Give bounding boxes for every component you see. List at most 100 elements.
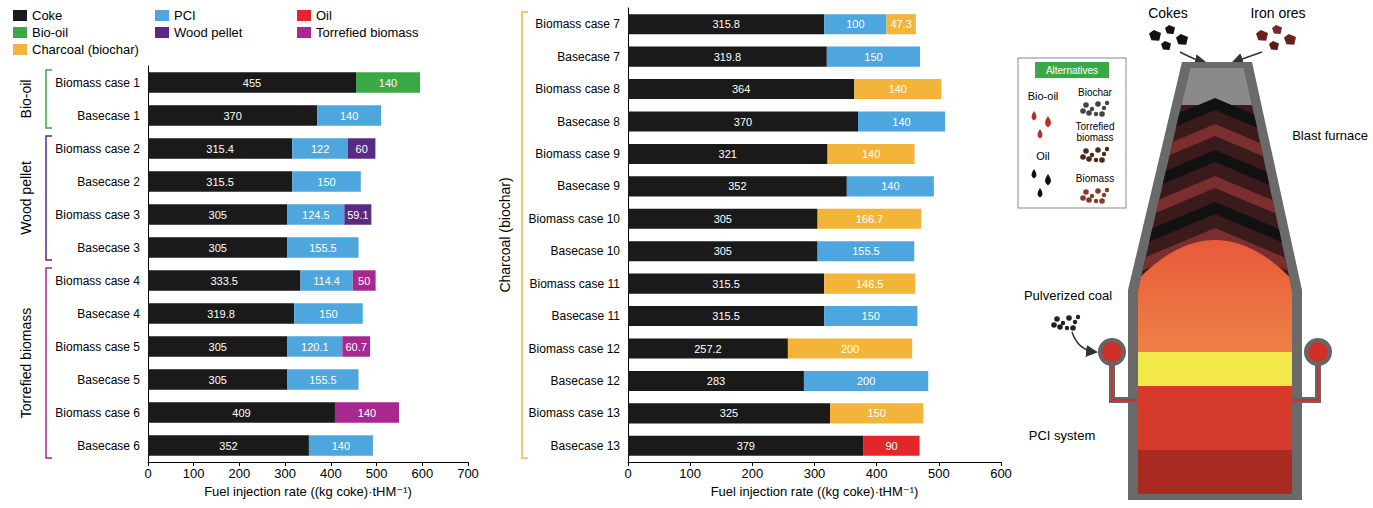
svg-text:Biomass case 11: Biomass case 11 — [530, 277, 621, 291]
svg-text:305: 305 — [209, 209, 227, 221]
svg-text:122: 122 — [311, 143, 329, 155]
svg-text:50: 50 — [358, 275, 370, 287]
svg-text:Basecase 10: Basecase 10 — [551, 244, 621, 258]
svg-text:120.1: 120.1 — [301, 341, 329, 353]
svg-text:Biomass case 9: Biomass case 9 — [535, 147, 620, 161]
svg-text:140: 140 — [892, 116, 910, 128]
svg-text:Fuel injection rate ((kg coke): Fuel injection rate ((kg coke)·tHM⁻¹) — [204, 484, 412, 499]
svg-text:Basecase 4: Basecase 4 — [77, 307, 140, 321]
svg-text:Basecase 5: Basecase 5 — [77, 373, 140, 387]
svg-text:319.8: 319.8 — [714, 51, 742, 63]
svg-text:370: 370 — [223, 110, 241, 122]
svg-text:Biomass: Biomass — [1076, 173, 1114, 184]
svg-text:Oil: Oil — [1036, 150, 1049, 162]
svg-text:325: 325 — [720, 407, 738, 419]
svg-text:Bio-oil: Bio-oil — [32, 25, 68, 40]
svg-text:150: 150 — [319, 308, 337, 320]
svg-text:305: 305 — [714, 245, 732, 257]
svg-text:Basecase 9: Basecase 9 — [557, 179, 620, 193]
svg-text:Biomass case 2: Biomass case 2 — [55, 142, 140, 156]
svg-text:140: 140 — [881, 180, 899, 192]
svg-text:Biomass case 5: Biomass case 5 — [55, 340, 140, 354]
svg-text:90: 90 — [885, 440, 897, 452]
svg-text:146.5: 146.5 — [856, 278, 884, 290]
svg-text:305: 305 — [209, 242, 227, 254]
svg-text:300: 300 — [804, 466, 826, 481]
svg-text:305: 305 — [209, 374, 227, 386]
svg-text:155.5: 155.5 — [852, 245, 880, 257]
svg-text:600: 600 — [990, 466, 1012, 481]
svg-text:200: 200 — [741, 466, 763, 481]
svg-text:200: 200 — [841, 343, 859, 355]
svg-text:150: 150 — [862, 310, 880, 322]
svg-text:Basecase 11: Basecase 11 — [552, 309, 621, 323]
svg-text:600: 600 — [411, 466, 433, 481]
svg-text:Basecase 3: Basecase 3 — [77, 241, 140, 255]
svg-text:Cokes: Cokes — [1148, 5, 1188, 21]
svg-text:155.5: 155.5 — [309, 374, 337, 386]
svg-text:114.4: 114.4 — [313, 275, 340, 287]
svg-text:364: 364 — [732, 83, 750, 95]
svg-text:140: 140 — [332, 440, 350, 452]
svg-text:Basecase 13: Basecase 13 — [551, 439, 621, 453]
svg-text:Blast furnace: Blast furnace — [1292, 128, 1368, 143]
svg-text:Basecase 12: Basecase 12 — [551, 374, 621, 388]
svg-text:700: 700 — [457, 466, 479, 481]
svg-text:47.3: 47.3 — [890, 18, 911, 30]
svg-text:150: 150 — [317, 176, 335, 188]
svg-text:140: 140 — [889, 83, 907, 95]
svg-text:100: 100 — [846, 18, 864, 30]
svg-text:Bio-oil: Bio-oil — [1028, 90, 1059, 102]
svg-text:Coke: Coke — [32, 8, 62, 23]
svg-text:Torrefied biomass: Torrefied biomass — [316, 25, 419, 40]
svg-text:Oil: Oil — [316, 8, 332, 23]
svg-text:Basecase 1: Basecase 1 — [77, 109, 140, 123]
svg-text:400: 400 — [320, 466, 342, 481]
svg-text:315.5: 315.5 — [712, 278, 740, 290]
svg-text:140: 140 — [358, 407, 376, 419]
svg-text:biomass: biomass — [1076, 132, 1113, 143]
svg-text:Biomass case 6: Biomass case 6 — [55, 406, 140, 420]
svg-text:Alternatives: Alternatives — [1046, 65, 1098, 76]
svg-text:Torrefied biomass: Torrefied biomass — [18, 308, 34, 419]
svg-text:200: 200 — [229, 466, 251, 481]
svg-text:Biomass case 4: Biomass case 4 — [55, 274, 140, 288]
svg-text:155.5: 155.5 — [309, 242, 337, 254]
svg-text:Biochar: Biochar — [1078, 87, 1113, 98]
svg-text:352: 352 — [728, 180, 746, 192]
svg-text:140: 140 — [340, 110, 358, 122]
svg-text:0: 0 — [624, 466, 631, 481]
svg-text:455: 455 — [243, 77, 261, 89]
svg-text:Biomass case 3: Biomass case 3 — [55, 208, 140, 222]
svg-text:PCI system: PCI system — [1029, 428, 1095, 443]
svg-text:Biomass case 12: Biomass case 12 — [529, 342, 621, 356]
svg-text:PCI: PCI — [174, 8, 196, 23]
svg-text:Wood pellet: Wood pellet — [18, 161, 34, 235]
svg-text:315.5: 315.5 — [712, 310, 740, 322]
svg-text:370: 370 — [734, 116, 752, 128]
svg-text:Charcoal (biochar): Charcoal (biochar) — [497, 177, 513, 292]
svg-text:0: 0 — [144, 466, 151, 481]
svg-text:60.7: 60.7 — [345, 341, 366, 353]
svg-text:Pulverized coal: Pulverized coal — [1024, 288, 1112, 303]
svg-text:140: 140 — [379, 77, 397, 89]
svg-text:Biomass case 10: Biomass case 10 — [529, 212, 621, 226]
svg-text:283: 283 — [707, 375, 725, 387]
svg-text:500: 500 — [928, 466, 950, 481]
svg-text:Torrefied: Torrefied — [1076, 121, 1115, 132]
svg-text:Basecase 7: Basecase 7 — [557, 50, 620, 64]
svg-text:409: 409 — [232, 407, 250, 419]
svg-text:Biomass case 13: Biomass case 13 — [529, 406, 621, 420]
svg-text:305: 305 — [209, 341, 227, 353]
svg-text:Biomass case 7: Biomass case 7 — [535, 17, 620, 31]
svg-text:166.7: 166.7 — [856, 213, 884, 225]
svg-text:Biomass case 1: Biomass case 1 — [55, 76, 140, 90]
svg-text:150: 150 — [864, 51, 882, 63]
svg-text:Bio-oil: Bio-oil — [18, 80, 34, 119]
svg-text:Iron ores: Iron ores — [1250, 5, 1305, 21]
svg-text:Basecase 8: Basecase 8 — [557, 115, 620, 129]
svg-text:140: 140 — [862, 148, 880, 160]
svg-text:100: 100 — [183, 466, 205, 481]
svg-text:315.5: 315.5 — [206, 176, 234, 188]
svg-text:400: 400 — [866, 466, 888, 481]
